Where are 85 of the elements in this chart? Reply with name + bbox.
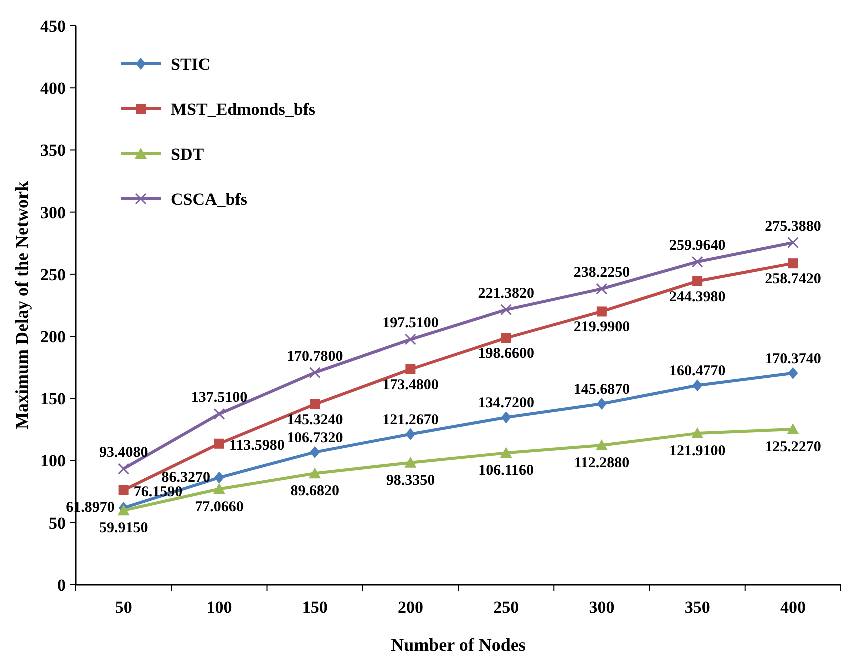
- data-label: 77.0660: [195, 499, 244, 516]
- y-axis-title: Maximum Delay of the Network: [12, 182, 32, 430]
- point: [309, 367, 321, 379]
- legend-label: CSCA_bfs: [171, 190, 248, 209]
- point: [214, 472, 224, 484]
- data-label: 145.3240: [286, 412, 344, 428]
- data-label: 121.9100: [669, 444, 726, 460]
- legend-label: MST_Edmonds_bfs: [171, 100, 316, 119]
- point: [596, 440, 608, 451]
- data-label: 106.1160: [478, 463, 534, 480]
- point: [596, 398, 607, 410]
- point: [596, 283, 608, 295]
- x-tick-label: 300: [589, 598, 615, 617]
- x-tick-label: 100: [206, 598, 232, 617]
- data-label: 198.6600: [478, 346, 534, 362]
- x-tick-label: 250: [494, 598, 520, 617]
- data-label: 170.7800: [286, 348, 344, 365]
- point: [118, 463, 130, 475]
- data-label: 173.4800: [382, 378, 439, 394]
- data-label: 98.3350: [386, 472, 436, 489]
- data-label: 259.9640: [669, 238, 726, 254]
- data-label: 121.2670: [382, 412, 439, 428]
- data-label: 170.3740: [765, 351, 822, 368]
- point: [213, 483, 226, 494]
- x-tick-label: 400: [780, 598, 806, 617]
- point: [404, 334, 416, 346]
- y-tick-label: 200: [40, 328, 66, 347]
- point: [214, 438, 224, 449]
- data-label: 59.9150: [99, 520, 148, 537]
- point: [596, 306, 607, 317]
- data-label: 244.3980: [669, 289, 726, 306]
- point: [501, 333, 512, 344]
- point: [692, 380, 703, 392]
- legend-label: SDT: [171, 144, 205, 164]
- data-label: 106.7320: [286, 430, 344, 446]
- x-tick-label: 150: [302, 598, 328, 617]
- point: [404, 456, 417, 468]
- data-label: 238.2250: [574, 265, 630, 282]
- data-label: 219.9900: [574, 320, 630, 336]
- y-tick-label: 250: [40, 265, 66, 284]
- data-label: 197.5100: [382, 316, 439, 332]
- data-label: 275.3880: [765, 218, 822, 235]
- point: [500, 304, 512, 316]
- point: [214, 408, 226, 420]
- data-label: 145.6870: [574, 382, 630, 398]
- data-label: 93.4080: [99, 444, 148, 461]
- point: [310, 446, 320, 458]
- x-tick-label: 350: [684, 598, 710, 617]
- y-tick-label: 150: [40, 390, 66, 409]
- data-label: 137.5100: [191, 390, 248, 406]
- data-label: 160.4770: [669, 364, 726, 380]
- y-tick-label: 300: [40, 203, 66, 222]
- y-tick-label: 400: [40, 79, 66, 98]
- point: [310, 399, 320, 410]
- y-tick-label: 50: [49, 514, 66, 533]
- x-tick-label: 200: [398, 598, 424, 617]
- point: [788, 258, 798, 269]
- point: [787, 423, 800, 434]
- data-label: 134.7200: [478, 396, 534, 412]
- y-tick-label: 350: [40, 141, 66, 160]
- point: [692, 256, 704, 268]
- point: [501, 412, 512, 424]
- x-tick-label: 50: [115, 598, 132, 617]
- legend-label: STIC: [171, 54, 211, 74]
- point: [692, 276, 703, 286]
- point: [787, 237, 799, 249]
- point: [406, 428, 416, 440]
- y-tick-label: 0: [58, 576, 66, 595]
- data-label: 113.5980: [229, 438, 285, 454]
- point: [692, 428, 704, 439]
- y-tick-label: 450: [40, 16, 66, 36]
- data-label: 221.3820: [478, 286, 534, 302]
- point: [118, 485, 129, 496]
- data-label: 125.2270: [765, 439, 822, 456]
- point: [406, 364, 416, 374]
- point: [309, 468, 322, 479]
- data-label: 112.2880: [574, 456, 630, 472]
- point: [500, 447, 512, 458]
- point: [788, 367, 798, 380]
- point: [118, 504, 130, 516]
- data-label: 89.6820: [290, 484, 340, 500]
- x-axis-title: Number of Nodes: [391, 635, 526, 655]
- data-label: 258.7420: [765, 272, 822, 288]
- data-label: 86.3270: [162, 470, 210, 486]
- y-tick-label: 100: [40, 452, 66, 471]
